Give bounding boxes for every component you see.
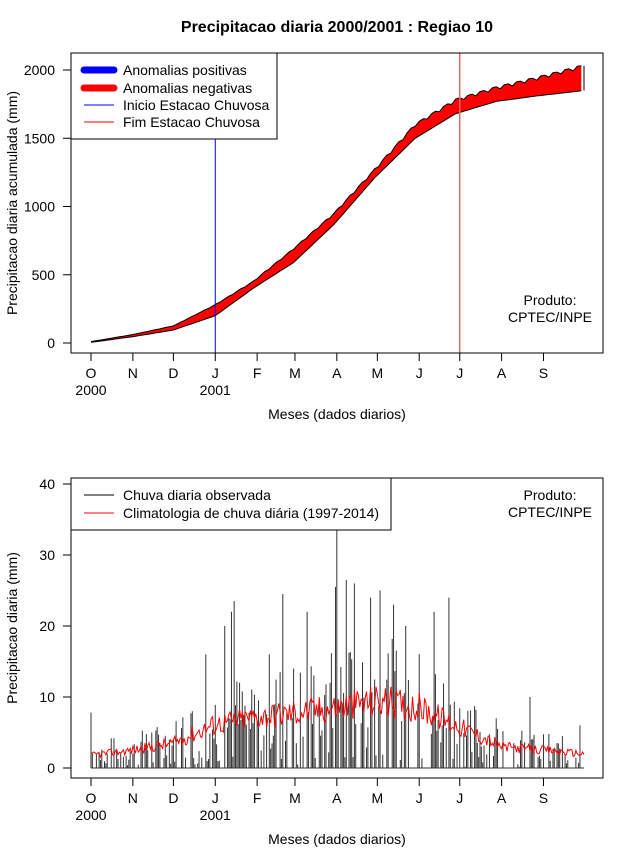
legend-label-negative: Anomalias negativas (123, 80, 252, 96)
top-legend: Anomalias positivas Anomalias negativas … (70, 52, 278, 140)
bottom-x-axis: O N D J F M A M J J A S 2000 2001 (75, 777, 548, 823)
x-tick-label-month: M (289, 790, 301, 806)
bottom-y-tick-label: 20 (39, 618, 55, 634)
top-x-axis: O N D J F M A M J J A S 2000 2001 (75, 352, 548, 398)
x-tick-label-year: 2000 (75, 382, 106, 398)
x-tick-label-year: 2001 (200, 807, 231, 823)
x-tick-label-month: N (128, 790, 138, 806)
top-y-tick-label: 2000 (24, 62, 55, 78)
bottom-credit-line1: Produto: (524, 487, 577, 503)
daily-precip-bars (90, 530, 584, 769)
x-tick-label-month: J (416, 790, 423, 806)
x-tick-label-month: S (539, 365, 548, 381)
top-credit-line2: CPTEC/INPE (508, 309, 592, 325)
bottom-chart: 0 10 20 30 40 O N D J F M A M J J A S 2000 2001 Meses (da… (4, 476, 604, 847)
x-tick-label-month: J (456, 365, 463, 381)
legend-label-season-end: Fim Estacao Chuvosa (123, 114, 260, 130)
x-tick-label-month: F (253, 790, 262, 806)
top-x-axis-label: Meses (dados diarios) (268, 406, 406, 422)
x-tick-label-month: D (168, 790, 178, 806)
x-tick-label-month: J (416, 365, 423, 381)
x-tick-label-month: M (289, 365, 301, 381)
x-tick-label-month: J (456, 790, 463, 806)
x-tick-label-month: F (253, 365, 262, 381)
bottom-y-tick-label: 30 (39, 547, 55, 563)
x-tick-label-month: O (86, 790, 97, 806)
x-tick-label-month: J (212, 790, 219, 806)
legend-label-climatology: Climatologia de chuva diária (1997-2014) (123, 505, 379, 521)
bottom-credit-line2: CPTEC/INPE (508, 504, 592, 520)
legend-label-positive: Anomalias positivas (123, 62, 247, 78)
x-tick-label-month: D (168, 365, 178, 381)
top-chart: 0 500 1000 1500 2000 O N D J F M A M J J A S 2000 2001 Me… (4, 52, 604, 422)
x-tick-label-month: M (372, 365, 384, 381)
top-y-tick-label: 1000 (24, 199, 55, 215)
climatology-accum-line (90, 65, 582, 343)
bottom-legend: Chuva diaria observada Climatologia de c… (70, 477, 392, 531)
top-y-tick-label: 0 (47, 335, 55, 351)
x-tick-label-month: J (212, 365, 219, 381)
legend-label-season-start: Inicio Estacao Chuvosa (123, 97, 270, 113)
x-tick-label-month: S (539, 790, 548, 806)
chart-title: Precipitacao diaria 2000/2001 : Regiao 1… (181, 19, 493, 36)
bottom-y-tick-label: 0 (47, 760, 55, 776)
top-y-tick-label: 1500 (24, 130, 55, 146)
bottom-y-tick-label: 40 (39, 476, 55, 492)
legend-label-observed: Chuva diaria observada (123, 487, 271, 503)
x-tick-label-month: A (497, 365, 507, 381)
x-tick-label-month: A (497, 790, 507, 806)
bottom-y-axis: 0 10 20 30 40 (39, 476, 72, 776)
x-tick-label-month: N (128, 365, 138, 381)
climatology-line (90, 686, 585, 759)
bottom-y-tick-label: 10 (39, 689, 55, 705)
x-tick-label-year: 2001 (200, 382, 231, 398)
top-y-axis-label: Precipitacao diaria acumulada (mm) (4, 91, 20, 315)
x-tick-label-year: 2000 (75, 807, 106, 823)
x-tick-label-month: A (332, 790, 342, 806)
top-y-axis: 0 500 1000 1500 2000 (24, 62, 72, 351)
x-tick-label-month: A (332, 365, 342, 381)
accumulated-precip-area (90, 65, 585, 343)
bottom-y-axis-label: Precipitacao diaria (mm) (4, 552, 20, 704)
negative-anomaly-area (91, 65, 582, 343)
top-y-tick-label: 500 (32, 267, 56, 283)
x-tick-label-month: M (372, 790, 384, 806)
x-tick-label-month: O (86, 365, 97, 381)
observed-accum-line (90, 90, 582, 343)
top-credit-line1: Produto: (524, 292, 577, 308)
bottom-x-axis-label: Meses (dados diarios) (268, 831, 406, 847)
bottom-legend-box (70, 477, 392, 531)
